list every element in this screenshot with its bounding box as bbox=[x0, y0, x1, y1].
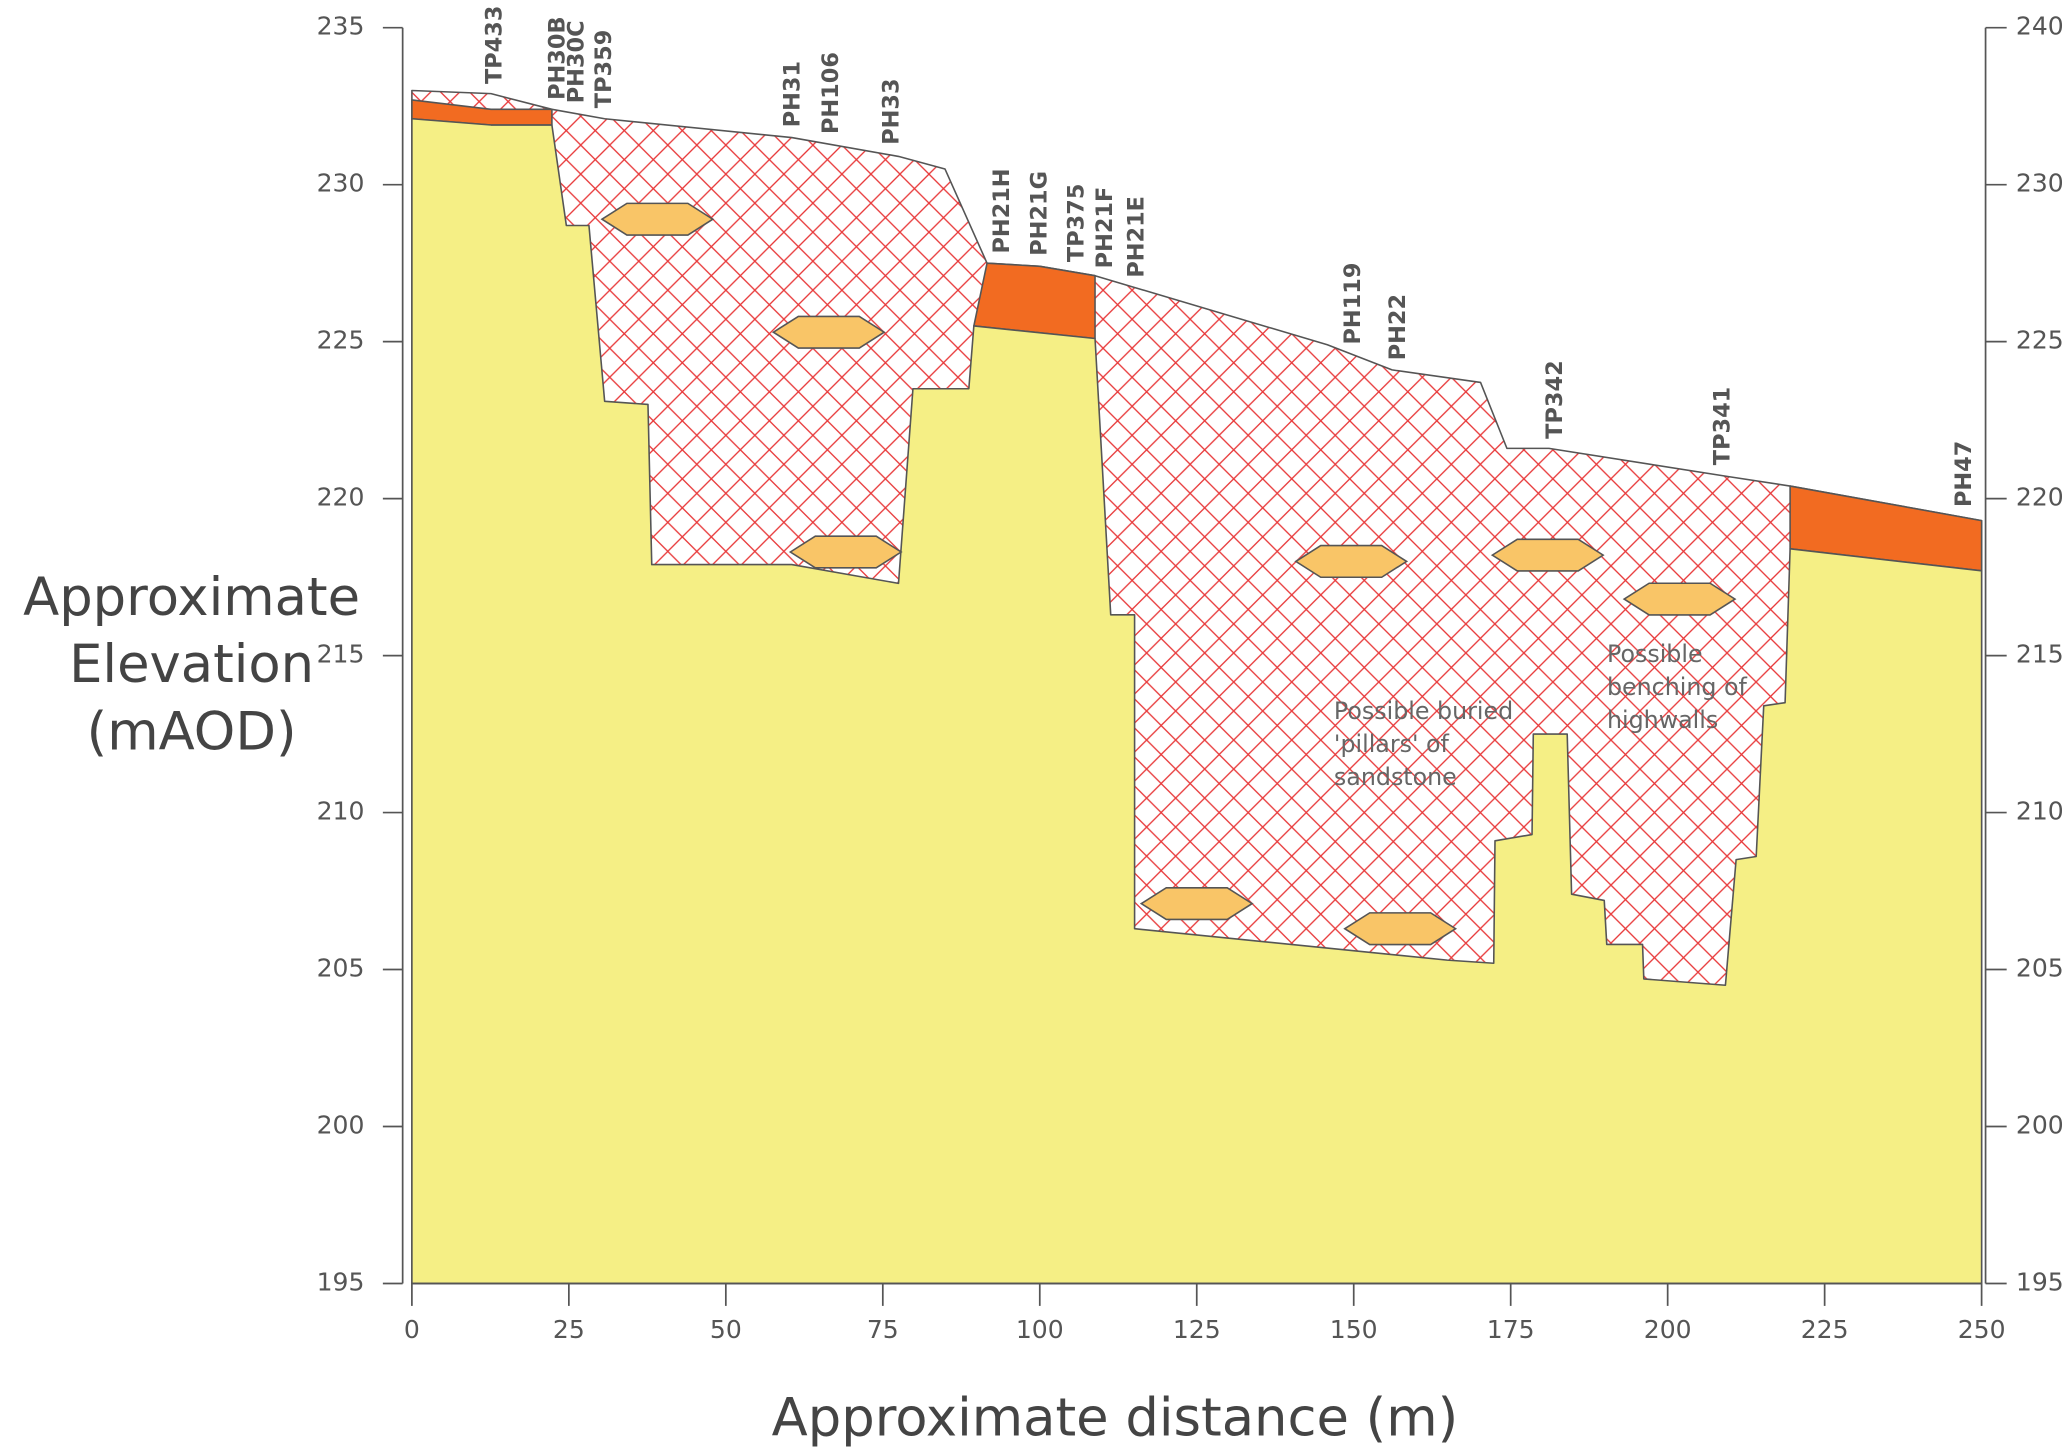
y2-tick-label: 240 bbox=[2016, 12, 2064, 41]
annotation: 'pillars' of bbox=[1334, 730, 1450, 758]
y2-tick-label: 205 bbox=[2016, 954, 2064, 983]
borehole-label: PH31 bbox=[780, 61, 806, 127]
y2-tick-label: 220 bbox=[2016, 483, 2064, 512]
annotation: sandstone bbox=[1334, 763, 1457, 791]
y-tick-label: 220 bbox=[317, 483, 365, 512]
y-tick-label: 225 bbox=[317, 326, 365, 355]
borehole-label: PH33 bbox=[879, 78, 905, 144]
borehole-label: PH21G bbox=[1026, 171, 1052, 256]
lens bbox=[1296, 546, 1407, 578]
borehole-label: TP375 bbox=[1063, 184, 1089, 262]
y-axis-title: (mAOD) bbox=[87, 701, 297, 762]
annotation: benching of bbox=[1607, 673, 1748, 701]
x-tick-label: 125 bbox=[1173, 1315, 1221, 1344]
borehole-label: TP342 bbox=[1542, 360, 1568, 438]
lens bbox=[790, 536, 901, 568]
x-tick-label: 75 bbox=[867, 1315, 899, 1344]
borehole-label: TP433 bbox=[481, 6, 507, 84]
y2-tick-label: 210 bbox=[2016, 797, 2064, 826]
x-tick-label: 50 bbox=[710, 1315, 742, 1344]
y2-tick-label: 195 bbox=[2016, 1267, 2064, 1296]
x-tick-label: 250 bbox=[1958, 1315, 2006, 1344]
y-tick-label: 210 bbox=[317, 797, 365, 826]
x-tick-label: 175 bbox=[1487, 1315, 1535, 1344]
annotation: Possible buried bbox=[1334, 697, 1513, 725]
x-tick-label: 0 bbox=[404, 1315, 420, 1344]
y2-tick-label: 225 bbox=[2016, 326, 2064, 355]
lens bbox=[602, 203, 713, 235]
borehole-label: PH21H bbox=[989, 168, 1015, 253]
x-tick-label: 100 bbox=[1016, 1315, 1064, 1344]
y2-tick-label: 230 bbox=[2016, 169, 2064, 198]
y2-tick-label: 215 bbox=[2016, 640, 2064, 669]
borehole-label: PH30C bbox=[564, 20, 590, 103]
x-tick-label: 225 bbox=[1801, 1315, 1849, 1344]
borehole-label: PH21E bbox=[1124, 196, 1150, 278]
lens bbox=[1624, 583, 1735, 615]
annotation: Possible bbox=[1607, 640, 1703, 668]
x-tick-label: 25 bbox=[553, 1315, 585, 1344]
lens bbox=[1141, 888, 1252, 920]
y-axis-title: Elevation bbox=[69, 634, 314, 695]
y-tick-label: 205 bbox=[317, 954, 365, 983]
borehole-label: PH22 bbox=[1385, 294, 1411, 360]
lens bbox=[773, 316, 884, 348]
borehole-label: TP341 bbox=[1709, 387, 1735, 465]
x-tick-label: 150 bbox=[1330, 1315, 1378, 1344]
x-axis-title: Approximate distance (m) bbox=[772, 1387, 1459, 1448]
annotation: highwalls bbox=[1607, 706, 1718, 734]
lens bbox=[1345, 913, 1456, 945]
x-tick-label: 200 bbox=[1644, 1315, 1692, 1344]
borehole-label: PH119 bbox=[1340, 263, 1366, 345]
borehole-label: TP359 bbox=[591, 30, 617, 108]
y-tick-label: 235 bbox=[317, 12, 365, 41]
page: {"chart_data": { "type": "cross-section"… bbox=[0, 0, 2069, 1451]
y-axis-title: Approximate bbox=[23, 567, 360, 628]
y-tick-label: 200 bbox=[317, 1111, 365, 1140]
y-tick-label: 230 bbox=[317, 169, 365, 198]
chart: Approximate distance (m) TP433PH30BPH30C… bbox=[0, 0, 2069, 1451]
borehole-label: PH47 bbox=[1951, 441, 1977, 507]
lens bbox=[1492, 539, 1603, 571]
y2-tick-label: 200 bbox=[2016, 1111, 2064, 1140]
y-tick-label: 195 bbox=[317, 1267, 365, 1296]
borehole-label: PH21F bbox=[1092, 187, 1118, 269]
borehole-label: PH106 bbox=[818, 52, 844, 134]
y-tick-label: 215 bbox=[317, 640, 365, 669]
